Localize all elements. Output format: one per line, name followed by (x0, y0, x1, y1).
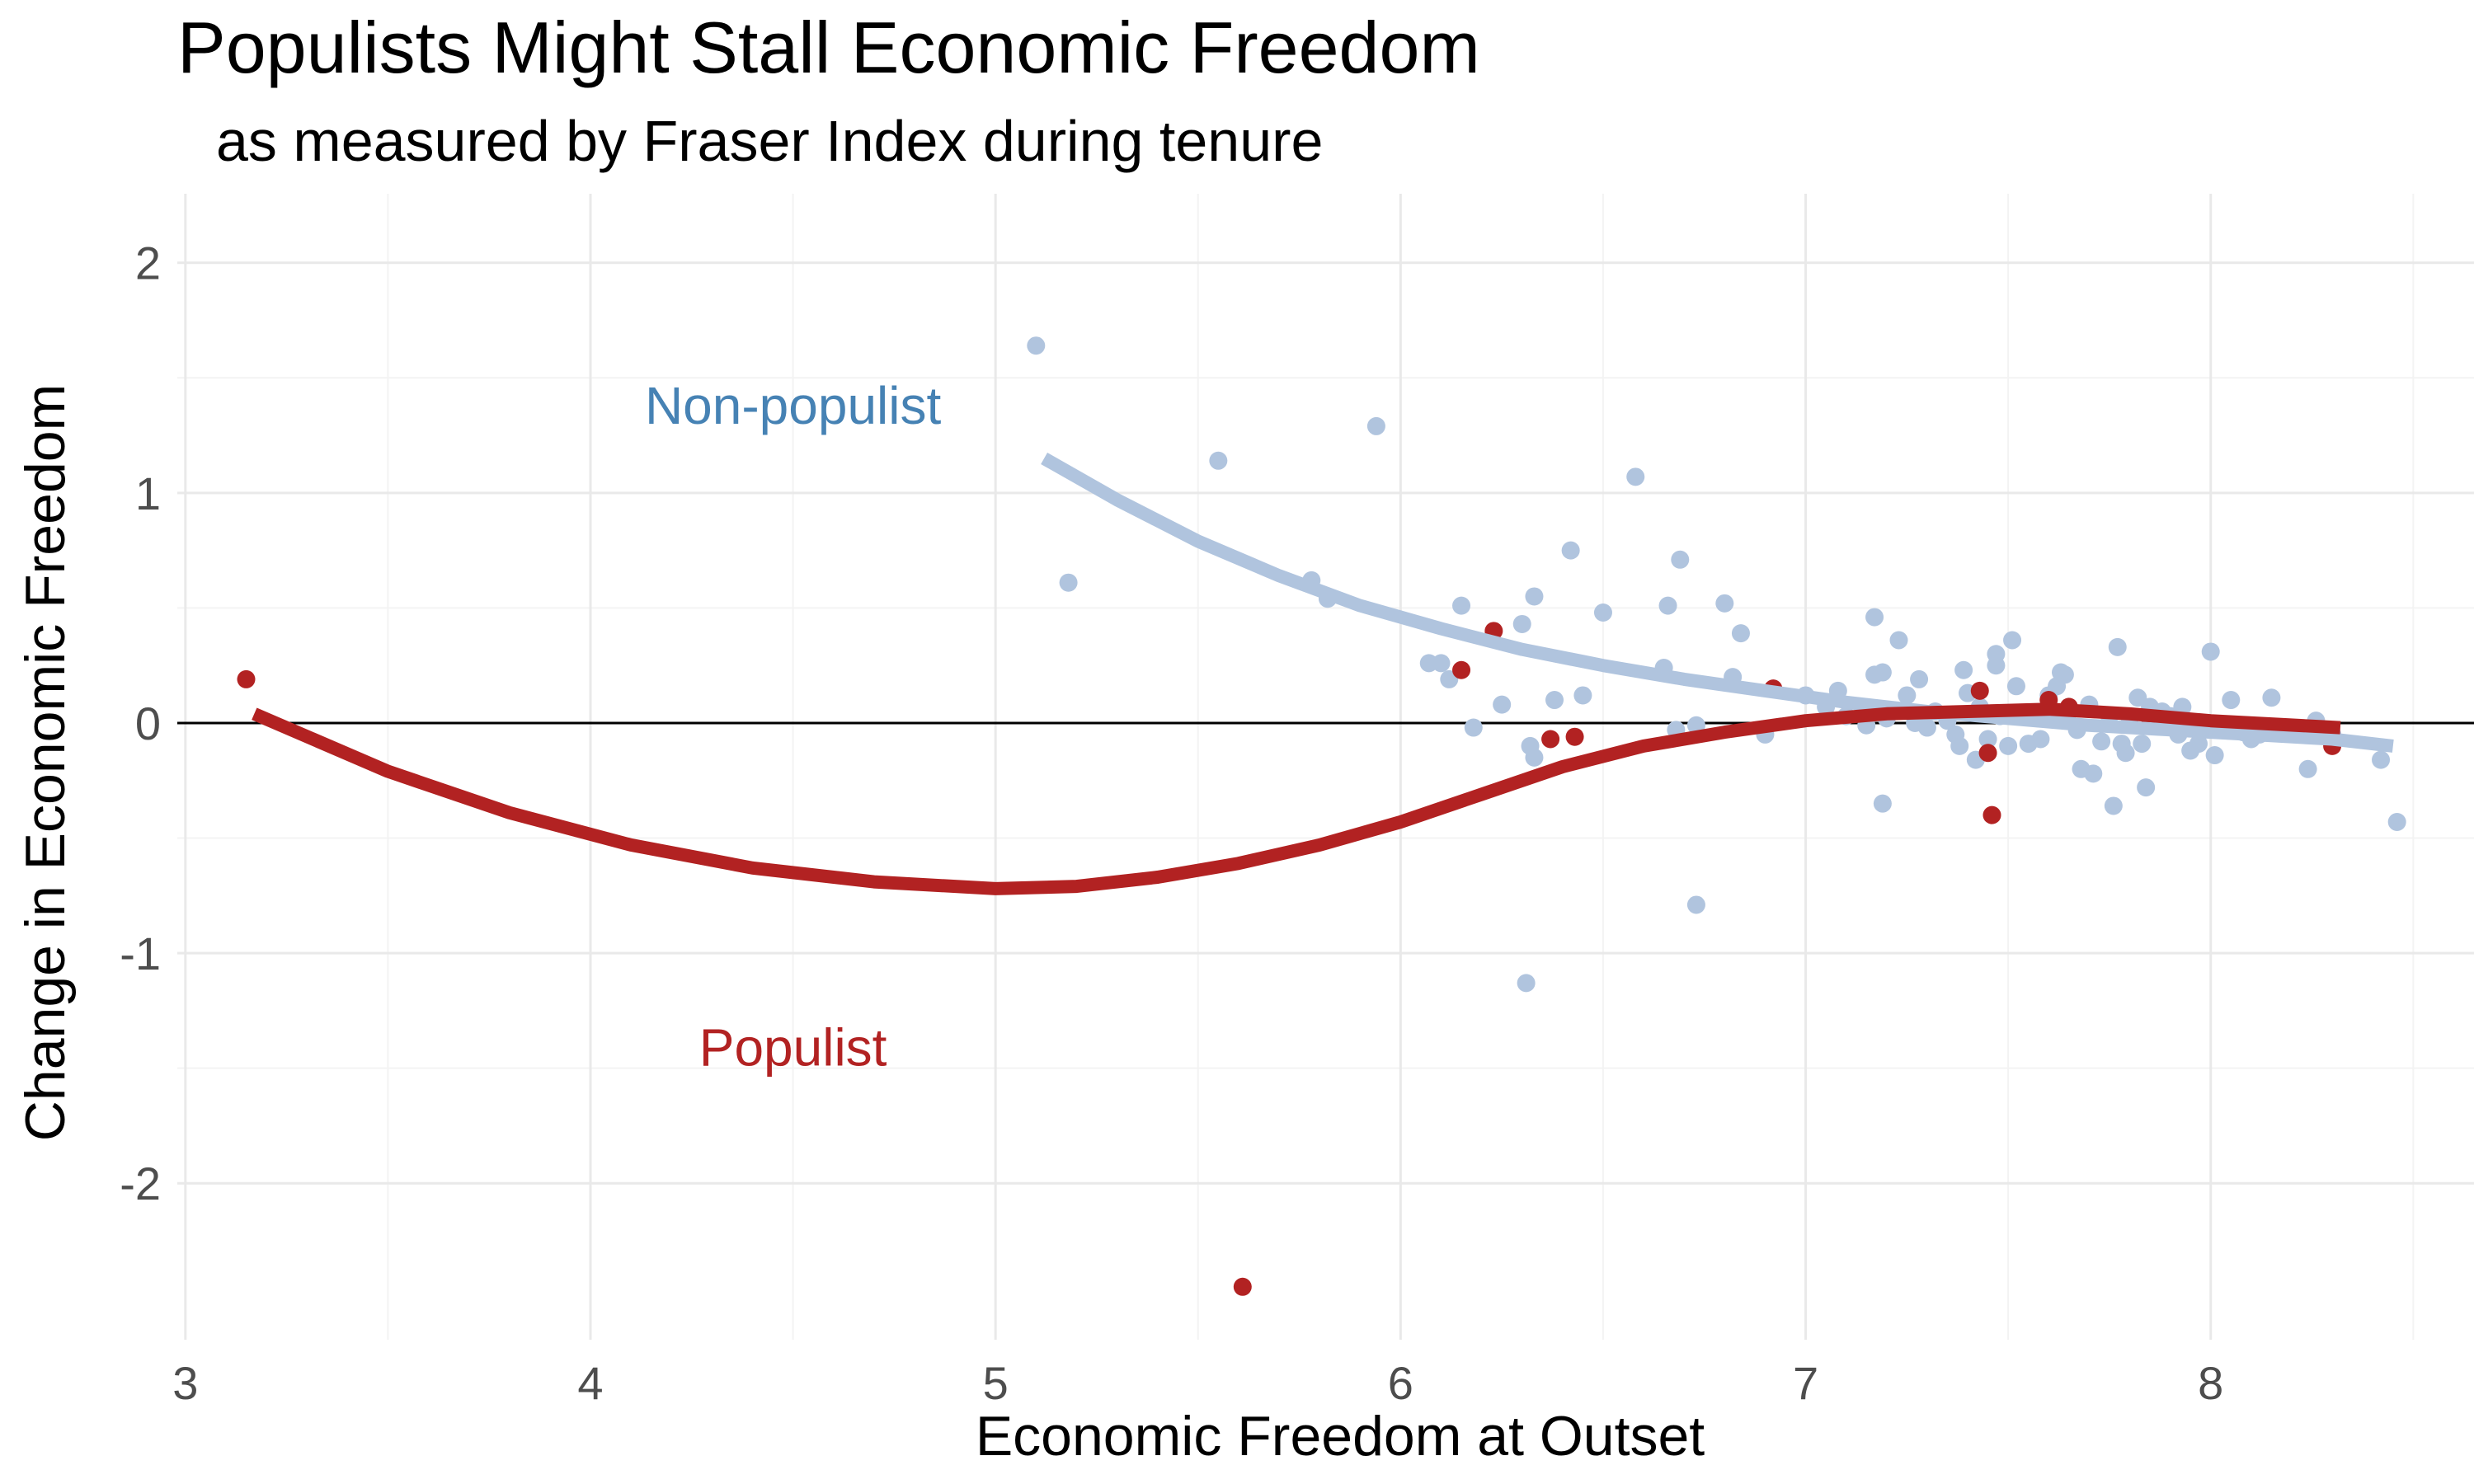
non-populist-point (2031, 730, 2050, 749)
x-tick-label: 6 (1388, 1357, 1413, 1409)
x-tick-label: 4 (577, 1357, 603, 1409)
non-populist-label: Non-populist (645, 376, 942, 435)
non-populist-point (1865, 608, 1884, 627)
non-populist-point (2108, 637, 2127, 656)
populist-label: Populist (699, 1018, 887, 1078)
non-populist-point (2387, 812, 2406, 831)
non-populist-point (1731, 624, 1750, 643)
trend-lines (252, 453, 2394, 895)
non-populist-point (1686, 895, 1705, 914)
non-populist-point (1978, 730, 1997, 749)
non-populist-point (1658, 596, 1677, 615)
non-populist-point (2298, 759, 2317, 778)
non-populist-point (1715, 594, 1734, 613)
non-populist-point (2205, 746, 2224, 765)
non-populist-point (1898, 686, 1917, 705)
y-tick-label: -2 (120, 1158, 161, 1209)
non-populist-point (1910, 669, 1929, 688)
major-gridlines (177, 194, 2474, 1340)
y-tick-label: 1 (135, 467, 161, 519)
y-tick-label: 2 (135, 237, 161, 289)
populist-point (1978, 744, 1997, 763)
populist-trend-line (252, 702, 2341, 895)
non-populist-point (2084, 764, 2103, 783)
non-populist-point (1671, 550, 1690, 569)
non-populist-point (2222, 691, 2241, 710)
non-populist-point (2262, 688, 2281, 707)
series-labels: Non-populist Populist (645, 376, 942, 1078)
non-populist-point (1573, 686, 1592, 705)
populist-point (1541, 730, 1560, 749)
data-points (237, 336, 2406, 1296)
populist-point (1233, 1277, 1252, 1296)
non-populist-point (2189, 735, 2208, 754)
non-populist-point (2372, 750, 2391, 769)
non-populist-point (1366, 416, 1385, 435)
non-populist-point (2003, 631, 2022, 650)
non-populist-point (1917, 718, 1936, 737)
non-populist-point (1517, 974, 1536, 993)
non-populist-point (1987, 645, 2006, 664)
populist-point (1452, 660, 1471, 679)
non-populist-point (1432, 654, 1451, 673)
non-populist-point (2133, 735, 2152, 754)
non-populist-point (1999, 736, 2018, 755)
x-axis-label: Economic Freedom at Outset (976, 1405, 1705, 1468)
y-axis-tick-labels: -2 -1 0 1 2 (120, 237, 161, 1209)
non-populist-point (1512, 614, 1531, 633)
non-populist-point (1593, 603, 1612, 622)
non-populist-point (1059, 573, 1078, 592)
non-populist-point (1873, 794, 1892, 813)
x-tick-label: 7 (1793, 1357, 1818, 1409)
chart-title: Populists Might Stall Economic Freedom (177, 7, 1480, 88)
non-populist-point (1525, 748, 1544, 767)
non-populist-point (1027, 336, 1046, 355)
populist-point (1982, 805, 2001, 824)
non-populist-point (1950, 736, 1969, 755)
populist-point (1565, 727, 1584, 746)
non-populist-point (1464, 718, 1483, 737)
non-populist-point (1493, 695, 1512, 714)
non-populist-point (1873, 663, 1892, 682)
non-populist-point (2137, 778, 2156, 797)
y-tick-label: 0 (135, 697, 161, 749)
x-tick-label: 8 (2198, 1357, 2223, 1409)
y-tick-label: -1 (120, 928, 161, 979)
non-populist-point (1525, 587, 1544, 606)
populist-point (237, 669, 256, 688)
y-axis-label: Change in Economic Freedom (14, 384, 77, 1141)
non-populist-point (2092, 732, 2111, 751)
chart-subtitle: as measured by Fraser Index during tenur… (216, 109, 1323, 173)
non-populist-point (1452, 596, 1471, 615)
x-tick-label: 3 (172, 1357, 198, 1409)
non-populist-point (2055, 665, 2074, 684)
non-populist-point (1561, 541, 1580, 560)
non-populist-point (1545, 691, 1564, 710)
populist-point (1970, 681, 1989, 700)
non-populist-point (1626, 467, 1645, 486)
non-populist-point (2116, 744, 2135, 763)
non-populist-point (1209, 451, 1228, 470)
x-tick-label: 5 (983, 1357, 1009, 1409)
non-populist-point (1954, 660, 1973, 679)
non-populist-point (1889, 631, 1908, 650)
x-axis-tick-labels: 3 4 5 6 7 8 (172, 1357, 2223, 1409)
non-populist-point (2006, 677, 2025, 696)
non-populist-trend-line (1041, 453, 2394, 753)
non-populist-point (2201, 642, 2220, 661)
minor-gridlines (177, 194, 2474, 1340)
non-populist-point (2104, 796, 2123, 815)
